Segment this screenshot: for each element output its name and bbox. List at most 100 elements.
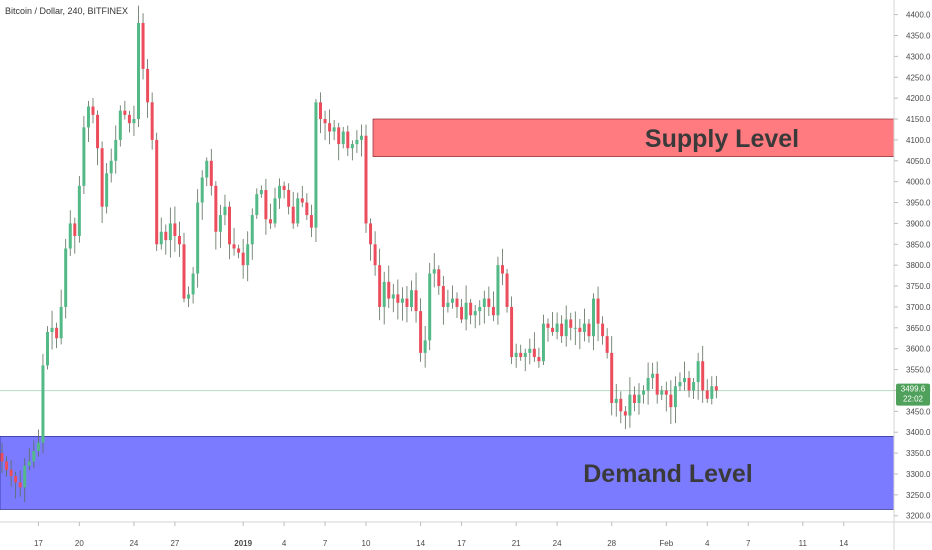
candle-body bbox=[514, 352, 518, 358]
candle-body bbox=[168, 223, 172, 241]
candle-body bbox=[478, 306, 482, 312]
candle-body bbox=[487, 298, 491, 307]
candle-body bbox=[0, 453, 4, 462]
candle-body bbox=[237, 248, 241, 253]
candle-body bbox=[105, 173, 109, 207]
y-tick-label: 3400.0 bbox=[906, 428, 931, 437]
candle-body bbox=[382, 281, 386, 307]
candle-body bbox=[264, 190, 268, 220]
candle-body bbox=[555, 323, 559, 332]
candle-body bbox=[696, 361, 700, 383]
candle-body bbox=[77, 185, 81, 236]
price-tag-badge bbox=[896, 383, 930, 406]
candle-body bbox=[637, 394, 641, 403]
x-tick-label: 27 bbox=[170, 539, 179, 548]
candle-body bbox=[323, 119, 327, 124]
candle-body bbox=[428, 273, 432, 341]
candle-body bbox=[596, 298, 600, 324]
candle-body bbox=[196, 202, 200, 274]
candle-body bbox=[68, 223, 72, 249]
candle-body bbox=[346, 131, 350, 149]
candle-body bbox=[291, 206, 295, 224]
candle-body bbox=[441, 286, 445, 307]
candle-body bbox=[450, 298, 454, 303]
candle-body bbox=[64, 248, 68, 307]
candle-body bbox=[687, 377, 691, 391]
candle-body bbox=[246, 244, 250, 266]
x-tick-label: 2019 bbox=[234, 539, 252, 548]
candle-body bbox=[46, 331, 49, 366]
x-tick-label: 4 bbox=[705, 539, 710, 548]
supply-zone[interactable] bbox=[372, 118, 895, 157]
candle-body bbox=[587, 323, 591, 337]
x-tick-label: 7 bbox=[323, 539, 328, 548]
candle-body bbox=[218, 215, 222, 232]
candle-body bbox=[714, 386, 718, 391]
candle-body bbox=[137, 22, 140, 120]
candle-body bbox=[36, 442, 40, 452]
candle-body bbox=[546, 323, 550, 328]
candle-body bbox=[82, 127, 86, 186]
x-tick-label: 14 bbox=[839, 539, 848, 548]
candle-body bbox=[632, 394, 636, 403]
candles bbox=[0, 5, 718, 503]
candle-body bbox=[191, 273, 195, 295]
x-tick-label: 24 bbox=[553, 539, 562, 548]
y-tick-label: 4300.0 bbox=[906, 52, 931, 61]
time-axis[interactable]: 17 20 24 27 2019 4 7 10 14 17 21 24 28 Feb 4 7 11 14 bbox=[34, 522, 849, 548]
candle-body bbox=[287, 190, 291, 207]
candle-body bbox=[569, 319, 573, 328]
price-tag-time: 22:02 bbox=[903, 395, 924, 404]
candle-body bbox=[651, 373, 655, 378]
candle-body bbox=[496, 265, 500, 316]
candle-body bbox=[309, 215, 313, 228]
candle-body bbox=[560, 323, 564, 337]
candle-body bbox=[328, 123, 332, 132]
price-tag: 3499.6 22:02 bbox=[896, 383, 930, 406]
candle-body bbox=[146, 68, 150, 103]
candle-body bbox=[14, 476, 18, 483]
demand-zone[interactable] bbox=[0, 436, 895, 510]
x-tick-label: 21 bbox=[512, 539, 521, 548]
x-tick-label: 17 bbox=[457, 539, 466, 548]
candle-body bbox=[614, 398, 618, 403]
price-axis[interactable]: 4400.0 4350.0 4300.0 4250.0 4200.0 4150.0 4100… bbox=[894, 11, 931, 521]
candle-body bbox=[232, 244, 236, 249]
candle-body bbox=[473, 311, 477, 316]
candle-body bbox=[50, 327, 54, 332]
candle-body bbox=[282, 185, 286, 191]
candle-body bbox=[642, 390, 646, 395]
candle-body bbox=[655, 373, 659, 395]
x-tick-label: 10 bbox=[362, 539, 371, 548]
candle-body bbox=[73, 223, 77, 236]
candle-body bbox=[391, 294, 395, 299]
candle-body bbox=[573, 327, 577, 329]
candle-body bbox=[214, 185, 218, 232]
x-tick-label: 17 bbox=[34, 539, 43, 548]
y-tick-label: 4150.0 bbox=[906, 115, 931, 124]
candle-body bbox=[55, 327, 59, 339]
candle-body bbox=[464, 302, 468, 320]
x-tick-label: 14 bbox=[416, 539, 425, 548]
candle-body bbox=[551, 327, 555, 332]
candle-body bbox=[364, 135, 368, 224]
candle-body bbox=[432, 269, 436, 274]
candle-body bbox=[59, 306, 63, 339]
candle-body bbox=[259, 190, 263, 195]
y-tick-label: 3900.0 bbox=[906, 219, 931, 228]
candle-body bbox=[91, 106, 95, 115]
candle-body bbox=[423, 340, 427, 353]
y-tick-label: 3250.0 bbox=[906, 491, 931, 500]
candle-body bbox=[378, 265, 382, 307]
candle-body bbox=[155, 139, 159, 245]
candle-body bbox=[341, 131, 345, 145]
x-tick-label: 28 bbox=[607, 539, 616, 548]
candle-body bbox=[623, 411, 627, 416]
y-tick-label: 3650.0 bbox=[906, 324, 931, 333]
candle-body bbox=[419, 311, 423, 353]
y-tick-label: 4100.0 bbox=[906, 136, 931, 145]
candle-body bbox=[628, 394, 632, 416]
candle-body bbox=[27, 461, 31, 466]
